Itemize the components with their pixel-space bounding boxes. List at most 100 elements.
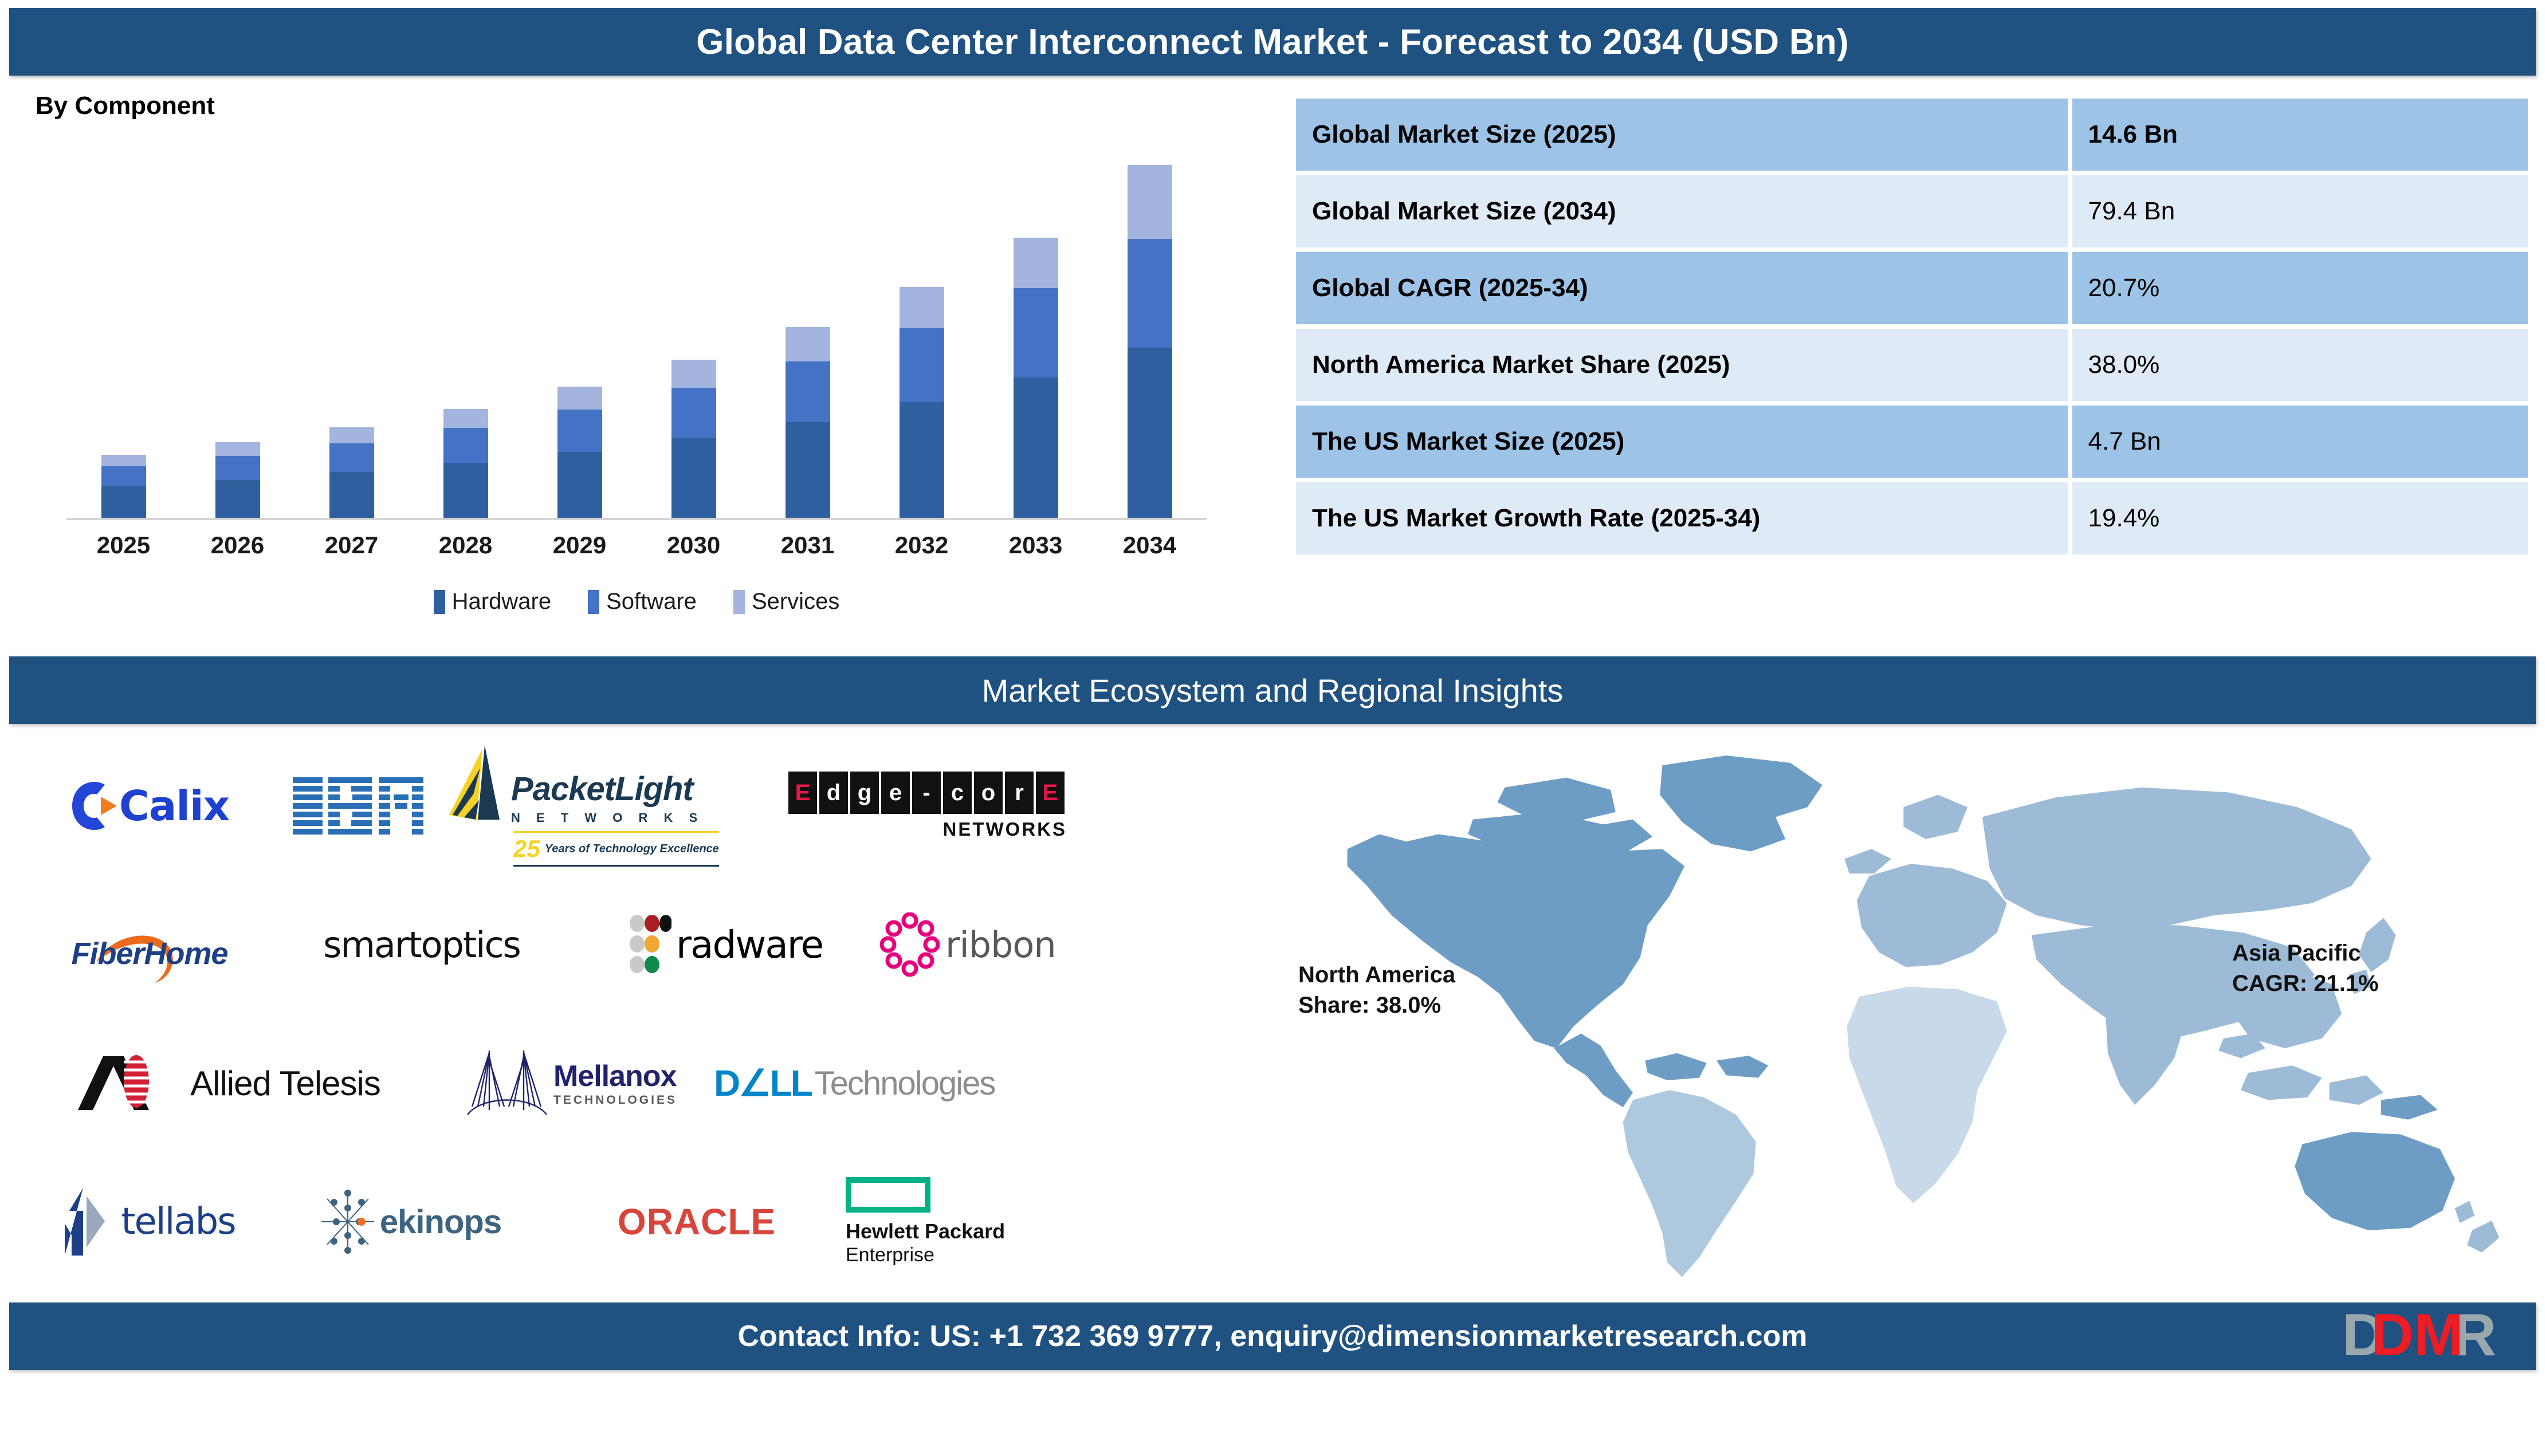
bar-slot [1093,165,1207,520]
bar-slot [751,165,865,520]
edgecore-letter: d [819,772,848,814]
legend-label: Services [751,589,840,614]
map-label-north-america-region: North America [1298,962,1456,987]
calix-mark-icon [72,782,117,830]
map-region-asia [2218,1033,2265,1058]
svg-text:R: R [2453,1306,2496,1366]
x-axis-tick: 2034 [1122,532,1177,558]
x-axis-tick: 2029 [552,532,607,558]
bar-series-container [66,165,1207,520]
hpe-subtitle: Enterprise [846,1244,934,1266]
metric-label: The US Market Growth Rate (2025-34) [1296,482,2072,554]
bar-segment-software [443,428,488,463]
edgecore-letter: E [1036,772,1065,814]
map-region-south-america [1623,1090,1756,1277]
legend-item[interactable]: Services [733,589,839,615]
svg-text:D: D [2342,1306,2385,1366]
dell-wordmark: D∠LL [714,1062,813,1104]
packetlight-wordmark: PacketLight [511,770,694,808]
edgecore-letter: e [881,772,910,814]
bar-segment-hardware [329,472,374,520]
x-axis-tick: 2030 [666,532,721,558]
stacked-bar [899,287,944,520]
hpe-wordmark: Hewlett Packard [846,1219,1006,1243]
world-map-graphic [1281,731,2536,1297]
dmr-logo: D R DM [2341,1302,2530,1368]
stacked-bar [557,386,602,520]
regional-map: North America Share: 38.0% Asia Pacific … [1281,731,2536,1297]
chart-caption: By Component [36,92,215,120]
ribbon-wordmark: ribbon [945,923,1057,966]
logo-calix: Calix [26,780,273,832]
tellabs-mark-icon [65,1188,105,1256]
radware-dots-icon [629,915,671,973]
map-region-north-america [1497,777,1616,822]
logo-hewlett-packard-enterprise: Hewlett Packard Enterprise [846,1177,1005,1266]
company-logo-grid: Calix [9,731,1281,1297]
bar-segment-services [1013,238,1058,288]
map-label-asia-pacific-metric: CAGR: 21.1% [2232,970,2379,996]
table-row: North America Market Share (2025) 38.0% [1296,329,2528,401]
logo-dell-technologies: D∠LL Technologies [714,1062,996,1105]
bar-segment-services [899,287,944,329]
edgecore-letter: g [850,772,879,814]
x-axis-tick-labels: 2025 2026 2027 2028 2029 2030 2031 2032 2033 2034 [66,532,1207,559]
map-region-europe [1903,794,1968,840]
bar-slot [637,165,751,520]
edgecore-letter: r [1005,772,1034,814]
bar-segment-services [443,408,488,428]
bar-segment-services [671,359,716,388]
x-axis-line [66,518,1207,520]
legend-label: Software [606,589,697,614]
table-row: Global Market Size (2034) 79.4 Bn [1296,175,2528,247]
logo-tellabs: tellabs [26,1186,273,1258]
bar-slot [409,165,523,520]
bar-segment-software [101,466,146,486]
chart-legend: Hardware Software Services [66,589,1207,615]
bar-segment-software [1127,238,1172,348]
map-region-north-america [1347,834,1685,1049]
stacked-bar [1013,238,1058,520]
map-region-north-america [1554,1033,1633,1108]
legend-item[interactable]: Software [588,589,697,615]
bar-segment-services [785,327,830,361]
metric-label: Global Market Size (2034) [1296,175,2072,247]
logo-radware: radware [571,915,880,974]
contact-info: Contact Info: US: +1 732 369 9777, enqui… [737,1320,1808,1353]
calix-wordmark: Calix [119,782,230,830]
bar-segment-software [899,328,944,402]
logo-row: FiberHome smartoptics radware [26,887,1281,1002]
x-axis-tick: 2031 [780,532,835,558]
bar-segment-software [1013,288,1058,377]
logo-ribbon: ribbon [880,912,1057,977]
table-row: The US Market Size (2025) 4.7 Bn [1296,406,2528,478]
mellanox-subtitle: TECHNOLOGIES [553,1093,677,1107]
metric-label: Global Market Size (2025) [1296,99,2072,171]
stacked-bar [671,359,716,520]
table-row: The US Market Growth Rate (2025-34) 19.4% [1296,482,2528,554]
map-region-asia [2329,1075,2384,1105]
legend-item[interactable]: Hardware [433,589,552,615]
ribbon-ring-icon [880,912,940,977]
x-axis-tick: 2033 [1008,532,1063,558]
logo-ibm [273,776,445,836]
bar-segment-software [785,361,830,422]
bar-segment-software [671,387,716,439]
page-title: Global Data Center Interconnect Market -… [696,22,1849,62]
logo-row: tellabs [26,1164,1281,1279]
edgecore-letter: o [974,772,1003,814]
footer-bar: Contact Info: US: +1 732 369 9777, enqui… [9,1302,2536,1370]
stacked-bar [215,442,260,520]
packetlight-subtitle: N E T W O R K S [511,810,704,825]
edgecore-subtitle: NETWORKS [942,818,1067,840]
metric-value: 14.6 Bn [2072,99,2528,171]
legend-label: Hardware [451,589,552,614]
edgecore-letter: E [788,772,817,814]
svg-text:DM: DM [2371,1306,2464,1366]
bar-segment-software [557,410,602,452]
x-axis-tick: 2026 [210,532,265,558]
metric-value: 79.4 Bn [2072,175,2528,247]
key-metrics-panel: Global Market Size (2025) 14.6 Bn Global M… [1258,79,2536,648]
section-title: Market Ecosystem and Regional Insights [981,672,1564,709]
